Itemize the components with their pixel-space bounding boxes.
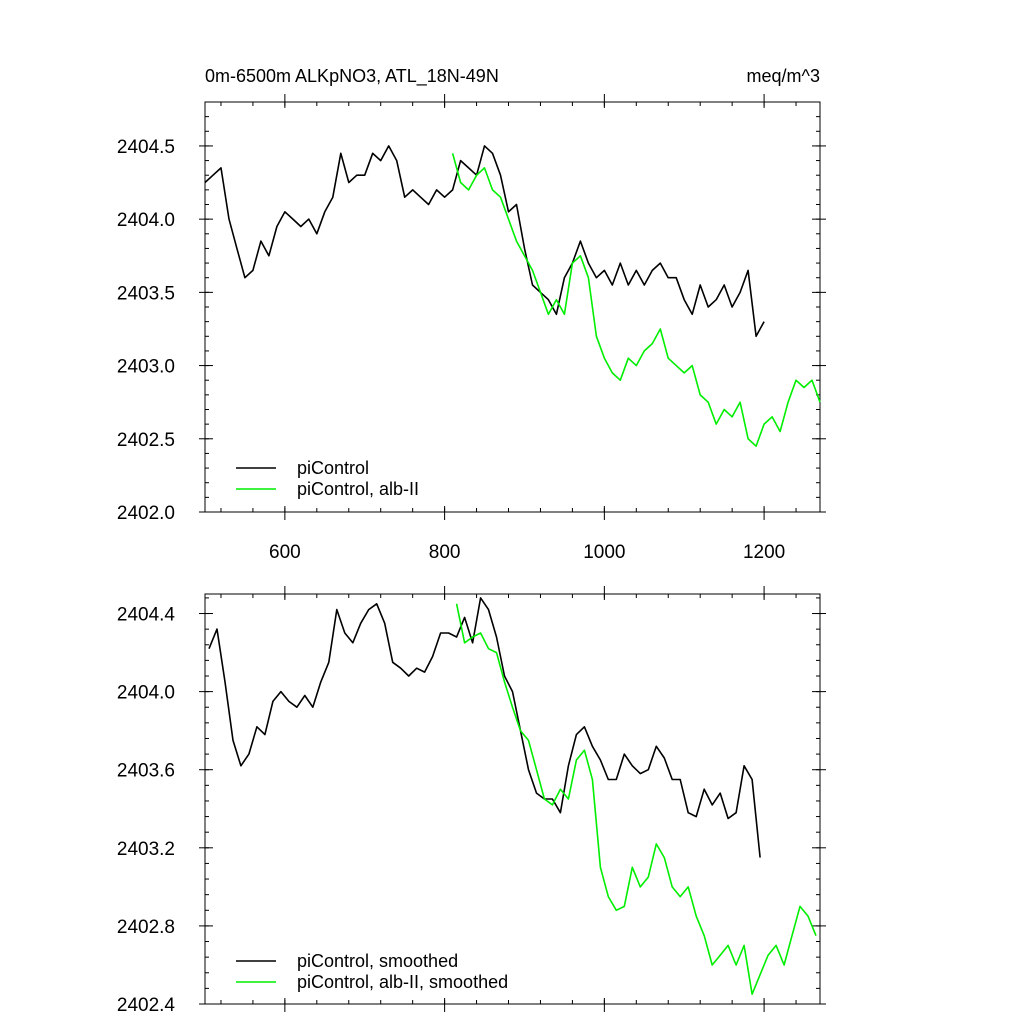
x-tick-label: 1000 xyxy=(583,542,625,563)
x-tick-label: 600 xyxy=(269,542,301,563)
plot-frame xyxy=(204,593,821,1005)
plot-frame xyxy=(204,101,821,513)
y-tick-label: 2403.5 xyxy=(117,283,175,304)
y-tick-label: 2402.0 xyxy=(117,503,175,524)
y-tick-label: 2402.4 xyxy=(117,995,176,1016)
series-group xyxy=(208,597,817,996)
y-tick-label: 2403.2 xyxy=(117,839,175,860)
series-line-picontrol xyxy=(208,597,761,858)
y-tick-label: 2404.0 xyxy=(117,210,175,231)
series-line-alb-ii xyxy=(455,603,817,996)
y-tick-label: 2402.8 xyxy=(117,917,175,938)
x-tick-label: 800 xyxy=(429,542,461,563)
legend-label: piControl, alb-II, smoothed xyxy=(297,972,508,992)
y-tick-label: 2404.0 xyxy=(117,683,175,704)
legend-label: piControl, smoothed xyxy=(297,951,458,971)
axis-ticks: 2402.0 2402.5 2403.0 2403.5 2404.0 2404.5 600 8… xyxy=(117,94,826,563)
axis-ticks: 2402.4 2402.8 2403.2 2403.6 2404.0 2404.4 xyxy=(117,586,826,1016)
x-tick-label: 1200 xyxy=(743,542,785,563)
y-tick-label: 2403.0 xyxy=(117,357,175,378)
series-line-picontrol xyxy=(204,145,765,338)
y-tick-label: 2404.4 xyxy=(117,605,176,626)
legend-label: piControl xyxy=(297,458,369,478)
y-tick-label: 2404.5 xyxy=(117,137,175,158)
legend-label: piControl, alb-II xyxy=(297,479,419,499)
y-tick-label: 2403.6 xyxy=(117,761,175,782)
bottom-panel: 2402.4 2402.8 2403.2 2403.6 2404.0 2404.4 piC… xyxy=(117,586,826,1016)
y-tick-label: 2402.5 xyxy=(117,430,175,451)
series-group xyxy=(204,145,821,447)
units-label: meq/m^3 xyxy=(747,66,820,86)
series-line-alb-ii xyxy=(451,153,821,447)
chart-title: 0m-6500m ALKpNO3, ATL_18N-49N xyxy=(205,66,499,87)
top-panel: 0m-6500m ALKpNO3, ATL_18N-49N meq/m^3 24… xyxy=(117,66,826,563)
